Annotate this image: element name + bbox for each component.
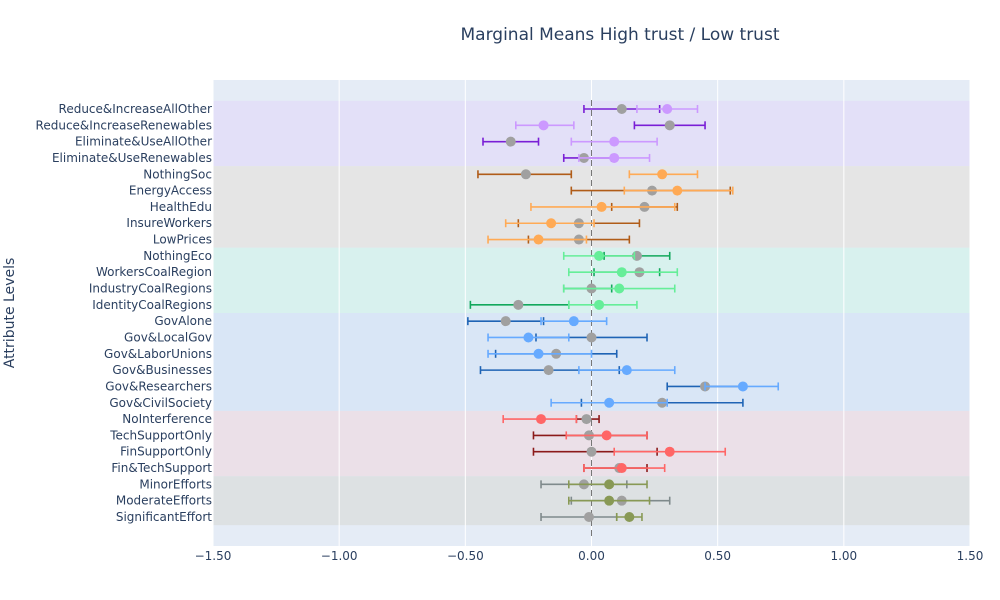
y-tick-label: HealthEdu <box>150 200 212 214</box>
y-tick-label: NoInterference <box>122 412 212 426</box>
x-tick-label: −1.50 <box>195 549 232 563</box>
data-point <box>583 512 594 522</box>
data-point <box>604 479 615 490</box>
x-tick-label: 1.00 <box>830 549 857 563</box>
y-tick-label: IndustryCoalRegions <box>89 282 212 296</box>
data-point <box>664 446 675 457</box>
y-tick-label: Reduce&IncreaseRenewables <box>36 118 212 132</box>
y-tick-label: SignificantEffort <box>116 510 212 524</box>
y-tick-label: MinorEfforts <box>139 477 212 491</box>
y-tick-label: Gov&Researchers <box>105 379 212 393</box>
data-point <box>536 414 547 425</box>
data-point <box>520 169 531 180</box>
x-tick-label: 1.50 <box>957 549 984 563</box>
data-marks <box>467 104 780 522</box>
data-point <box>538 120 549 131</box>
data-point <box>596 201 607 212</box>
data-point <box>624 512 635 522</box>
data-point <box>533 348 544 359</box>
y-tick-label: Eliminate&UseAllOther <box>75 135 212 149</box>
data-point <box>500 316 511 327</box>
data-point <box>533 234 544 245</box>
y-tick-label: TechSupportOnly <box>109 428 212 442</box>
x-tick-label: 0.50 <box>704 549 731 563</box>
y-tick-label: Gov&Businesses <box>112 363 212 377</box>
y-tick-label: Reduce&IncreaseAllOther <box>59 102 213 116</box>
y-tick-label: FinSupportOnly <box>120 445 212 459</box>
y-tick-label: Gov&CivilSociety <box>109 396 212 410</box>
data-point <box>616 104 627 114</box>
data-point <box>672 185 683 196</box>
x-tick-label: −0.50 <box>447 549 484 563</box>
y-tick-label: Eliminate&UseRenewables <box>52 151 212 165</box>
data-point <box>621 365 632 376</box>
data-point <box>601 430 612 441</box>
y-tick-label: EnergyAccess <box>129 184 212 198</box>
y-tick-label: LowPrices <box>153 233 212 247</box>
data-point <box>609 136 620 147</box>
y-tick-label: NothingSoc <box>143 167 212 181</box>
data-point <box>543 365 554 376</box>
y-tick-label: GovAlone <box>154 314 212 328</box>
data-point <box>586 446 597 457</box>
x-tick-label: −1.00 <box>321 549 358 563</box>
data-point <box>594 250 605 261</box>
data-point <box>505 136 516 147</box>
data-point <box>594 299 605 310</box>
data-point <box>664 120 675 131</box>
x-tick-labels: −1.50 −1.00 −0.50 0.00 0.50 1.00 1.50 <box>195 549 984 563</box>
data-point <box>546 218 557 229</box>
y-tick-label: ModerateEfforts <box>116 494 212 508</box>
data-point <box>614 283 625 294</box>
chart-title: Marginal Means High trust / Low trust <box>461 25 780 45</box>
x-tick-label: 0.00 <box>578 549 605 563</box>
data-point <box>616 463 627 474</box>
data-point <box>604 397 615 408</box>
y-tick-labels: Reduce&IncreaseAllOther Reduce&IncreaseRe… <box>36 102 213 524</box>
data-point <box>523 332 534 343</box>
y-tick-label: Gov&LocalGov <box>124 330 212 344</box>
data-point <box>581 414 592 425</box>
data-point <box>568 316 579 327</box>
data-point <box>586 332 597 343</box>
data-point <box>513 299 524 310</box>
y-tick-label: NothingEco <box>143 249 212 263</box>
data-point <box>604 495 615 506</box>
y-tick-label: WorkersCoalRegion <box>96 265 212 279</box>
y-tick-label: Gov&LaborUnions <box>104 347 212 361</box>
data-point <box>616 267 627 278</box>
data-point <box>662 104 673 114</box>
y-tick-label: IdentityCoalRegions <box>92 298 212 312</box>
data-point <box>737 381 748 392</box>
y-tick-label: Fin&TechSupport <box>111 461 212 475</box>
y-tick-label: InsureWorkers <box>126 216 212 230</box>
y-axis-title: Attribute Levels <box>2 258 18 369</box>
data-point <box>657 169 668 180</box>
data-point <box>609 152 620 163</box>
